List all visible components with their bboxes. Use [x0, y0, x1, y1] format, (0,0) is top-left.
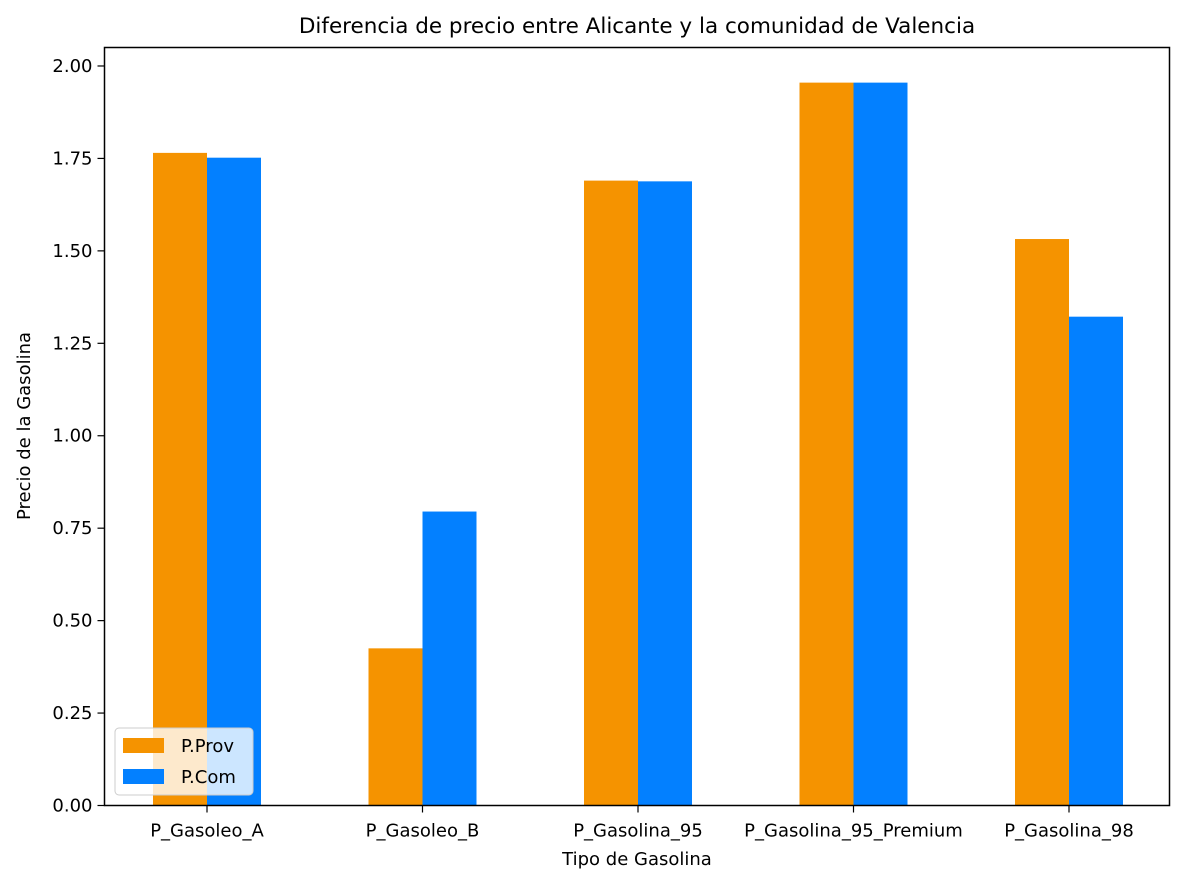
bar-p-prov-1 [368, 648, 423, 806]
y-tick-label: 1.00 [52, 426, 92, 447]
x-tick-label: P_Gasolina_98 [1004, 821, 1134, 842]
y-tick-label: 1.25 [52, 333, 92, 354]
legend-label: P.Prov [181, 736, 234, 757]
bar-p-com-0 [207, 157, 261, 806]
x-tick-label: P_Gasoleo_B [366, 821, 480, 842]
y-axis-label: Precio de la Gasolina [14, 332, 35, 520]
bar-p-com-3 [853, 82, 908, 806]
bar-p-com-1 [422, 511, 477, 806]
x-tick-label: P_Gasolina_95_Premium [744, 821, 963, 842]
y-axis: 0.00 0.25 0.50 0.75 1.00 1.25 1.50 1.75 2.00 [52, 56, 105, 817]
y-tick-label: 0.25 [52, 703, 92, 724]
x-axis-label: Tipo de Gasolina [561, 849, 712, 870]
bar-p-prov-3 [799, 82, 854, 806]
x-tick-label: P_Gasolina_95 [573, 821, 703, 842]
legend: P.Prov P.Com [114, 727, 254, 796]
x-axis: P_Gasoleo_A P_Gasoleo_B P_Gasolina_95 P_Gas… [150, 805, 1134, 842]
bar-p-prov-0 [153, 152, 207, 806]
legend-swatch [123, 769, 164, 784]
bar-p-prov-4 [1015, 239, 1069, 806]
legend-swatch [123, 738, 164, 753]
bar-p-com-2 [638, 181, 692, 806]
bar-p-prov-2 [584, 180, 638, 806]
y-tick-label: 2.00 [52, 56, 92, 77]
chart-title: Diferencia de precio entre Alicante y la… [299, 14, 975, 39]
y-tick-label: 1.75 [52, 148, 92, 169]
y-tick-label: 1.50 [52, 241, 92, 262]
plot-frame [103, 46, 1171, 807]
x-tick-label: P_Gasoleo_A [150, 821, 264, 842]
bars-layer [153, 82, 1123, 806]
legend-label: P.Com [181, 767, 236, 788]
y-tick-label: 0.00 [52, 796, 92, 817]
y-tick-label: 0.75 [52, 518, 92, 539]
bar-p-com-4 [1069, 316, 1123, 806]
y-tick-label: 0.50 [52, 611, 92, 632]
